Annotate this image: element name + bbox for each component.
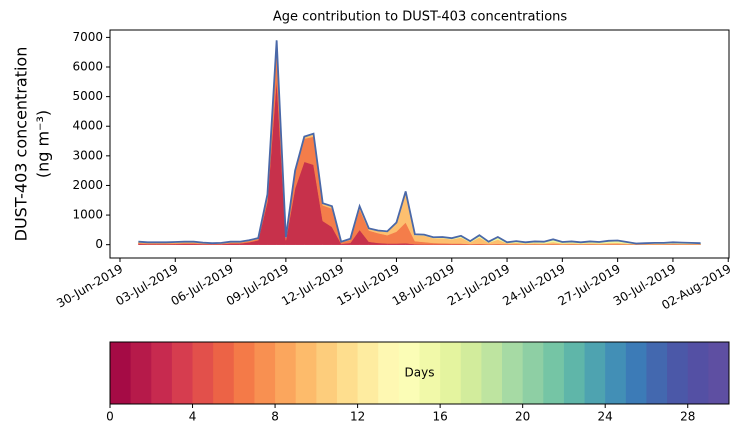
colorbar-swatch: [687, 342, 709, 404]
colorbar-swatch: [151, 342, 173, 404]
colorbar-swatch: [646, 342, 668, 404]
colorbar-swatch: [584, 342, 606, 404]
colorbar-swatch: [625, 342, 647, 404]
colorbar-swatch: [316, 342, 338, 404]
colorbar-tick-label: 20: [515, 410, 530, 424]
y-tick-label: 0: [95, 237, 103, 251]
colorbar-swatch: [295, 342, 317, 404]
y-tick-label: 5000: [72, 89, 103, 103]
y-axis-label: (ng m⁻³): [34, 110, 53, 178]
colorbar-swatch: [502, 342, 524, 404]
colorbar-tick-label: 0: [106, 410, 114, 424]
x-tick-label: 30-Jun-2019: [54, 262, 125, 311]
colorbar-swatch: [667, 342, 689, 404]
y-tick-label: 3000: [72, 148, 103, 162]
colorbar-swatch: [378, 342, 400, 404]
colorbar-swatch: [563, 342, 586, 404]
age-area: [138, 40, 701, 245]
colorbar-swatch: [171, 342, 194, 404]
colorbar-swatch: [460, 342, 482, 404]
colorbar-swatch: [213, 342, 235, 404]
y-tick-label: 7000: [72, 30, 103, 44]
colorbar-swatch: [398, 342, 420, 404]
colorbar-swatch: [708, 342, 730, 404]
colorbar-tick-label: 28: [680, 410, 695, 424]
colorbar-swatch: [522, 342, 544, 404]
colorbar-swatch: [357, 342, 379, 404]
colorbar-swatch: [440, 342, 462, 404]
age-area: [138, 78, 701, 245]
y-tick-label: 2000: [72, 178, 103, 192]
colorbar-tick-label: 12: [350, 410, 365, 424]
chart-title: Age contribution to DUST-403 concentrati…: [273, 10, 568, 25]
colorbar-tick-label: 16: [432, 410, 447, 424]
colorbar-swatch: [233, 342, 255, 404]
colorbar-swatch: [110, 342, 132, 404]
colorbar-swatch: [192, 342, 214, 404]
y-tick-label: 1000: [72, 208, 103, 222]
colorbar-swatch: [275, 342, 297, 404]
colorbar-swatch: [254, 342, 276, 404]
colorbar-swatch: [481, 342, 503, 404]
colorbar-swatch: [336, 342, 359, 404]
colorbar-tick-label: 24: [598, 410, 613, 424]
colorbar-frame: [109, 341, 730, 405]
colorbar-swatch: [419, 342, 441, 404]
y-axis-label: DUST-403 concentration: [12, 47, 31, 242]
age-area: [138, 40, 701, 244]
colorbar-label: Days: [405, 366, 435, 380]
y-tick-label: 4000: [72, 119, 103, 133]
colorbar-swatch: [543, 342, 565, 404]
y-tick-label: 6000: [72, 60, 103, 74]
age-area: [138, 43, 701, 245]
colorbar-tick-label: 4: [189, 410, 197, 424]
colorbar-swatch: [130, 342, 152, 404]
total-outline: [138, 40, 701, 245]
plot-frame: [109, 29, 730, 259]
colorbar-swatch: [605, 342, 627, 404]
colorbar-tick-label: 8: [271, 410, 279, 424]
age-area: [138, 41, 701, 245]
